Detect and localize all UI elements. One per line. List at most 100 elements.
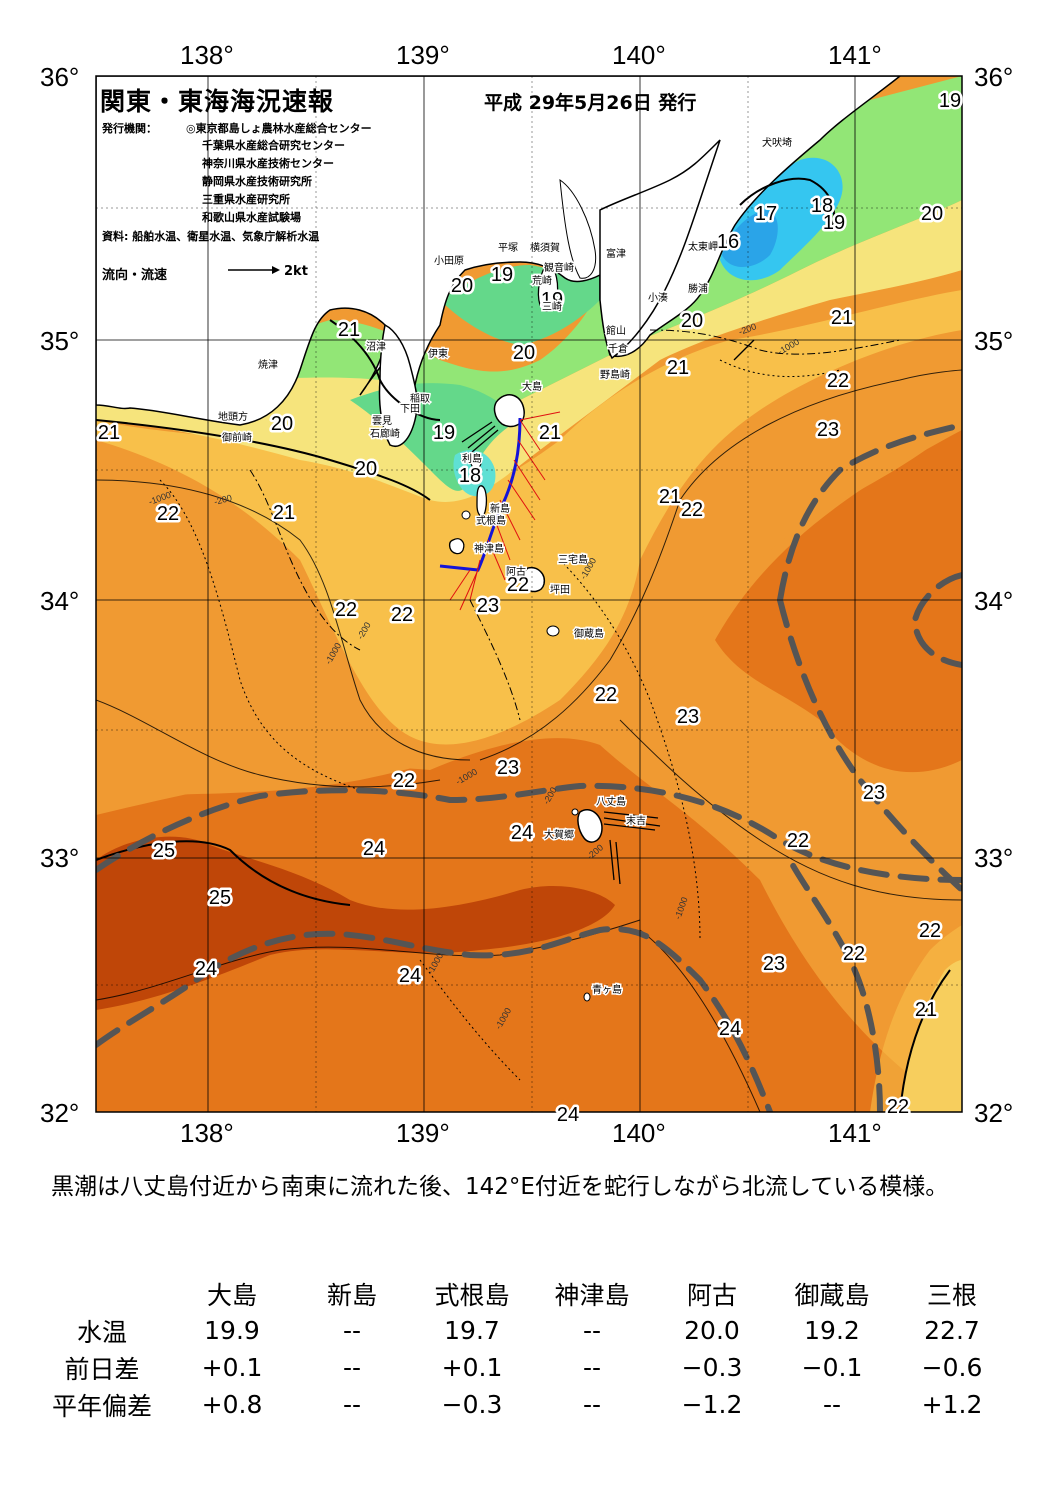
isotherm-label: 21	[667, 357, 689, 379]
place-label-tateyama: 館山	[606, 324, 626, 337]
table-cell: +0.8	[201, 1390, 263, 1419]
water-temperature-table: 大島 新島 式根島 神津島 阿古 御蔵島 三根 水温 19.9 -- 19.7 …	[32, 1275, 1012, 1423]
isotherm-label: 22	[335, 599, 357, 621]
isotherm-label: 24	[511, 822, 533, 844]
place-label-sueyoshi: 末吉	[626, 814, 646, 827]
table-cell: --	[822, 1390, 842, 1419]
isotherm-label: 20	[271, 413, 293, 435]
flow-scale-label: 2kt	[284, 264, 308, 279]
island-oshima	[493, 394, 525, 428]
place-label-numazu: 沼津	[366, 340, 386, 353]
summary-text: 黒潮は八丈島付近から南東に流れた後、142°E付近を蛇行しながら北流している模様…	[28, 1170, 1028, 1204]
isotherm-label: 21	[338, 319, 360, 341]
row-header: 平年偏差	[51, 1391, 152, 1421]
isotherm-label: 19	[823, 212, 845, 234]
lon-label-bottom: 140°	[612, 1118, 666, 1148]
column-header: 三根	[926, 1280, 977, 1310]
table-cell: 19.9	[204, 1316, 260, 1345]
island-miyakejima	[522, 566, 546, 593]
isotherm-label: 25	[209, 887, 231, 909]
lat-label-right: 36°	[974, 62, 1014, 92]
place-label-mikurajima: 御蔵島	[574, 627, 604, 640]
isotherm-label: 24	[195, 958, 217, 980]
lon-label-bottom: 141°	[828, 1118, 882, 1148]
isotherm-label: 21	[98, 422, 120, 444]
data-source: 資料: 船舶水温、衛星水温、気象庁解析水温	[102, 230, 320, 243]
lat-label-right: 35°	[974, 326, 1014, 356]
table-cell: --	[342, 1390, 362, 1419]
depth-label: -200	[213, 493, 233, 507]
island-hachijo-kojima	[571, 808, 579, 816]
place-label-hachijojima: 八丈島	[596, 795, 626, 808]
issuers-label: 発行機関：	[102, 122, 157, 135]
place-label-omaezaki: 御前崎	[222, 431, 252, 444]
column-header: 新島	[326, 1280, 377, 1310]
issuer: 千葉県水産総合研究センター	[202, 139, 345, 152]
table-row: 水温 19.9 -- 19.7 -- 20.0 19.2 22.7	[32, 1312, 1012, 1349]
table-cell: --	[582, 1353, 602, 1382]
place-label-toshima: 利島	[462, 452, 482, 465]
ship-track	[439, 417, 522, 572]
lat-label-left: 32°	[40, 1098, 80, 1128]
land-boso	[599, 139, 721, 360]
lat-label-left: 36°	[40, 62, 80, 92]
lat-label-left: 34°	[40, 586, 80, 616]
table-cell: 19.2	[804, 1316, 860, 1345]
isotherm-label: 23	[763, 953, 785, 975]
isotherm-label: 22	[843, 943, 865, 965]
isotherms	[96, 177, 951, 1112]
isotherm-label: 23	[817, 419, 839, 441]
place-label-odawara: 小田原	[434, 255, 464, 267]
table-cell: --	[342, 1316, 362, 1345]
isotherm-label: 20	[355, 458, 377, 480]
land-izu	[378, 323, 418, 447]
lon-label-top: 141°	[828, 40, 882, 70]
row-header: 前日差	[64, 1354, 140, 1384]
isotherm-label: 22	[507, 574, 529, 596]
place-label-kozushima: 神津島	[474, 542, 504, 555]
lon-label-top: 139°	[396, 40, 450, 70]
lon-label-bottom: 139°	[396, 1118, 450, 1148]
table-cell: −0.6	[921, 1353, 983, 1382]
row-header: 水温	[76, 1317, 127, 1347]
table-cell: −0.3	[681, 1353, 743, 1382]
table-cell: --	[342, 1353, 362, 1382]
place-label-tomitsu: 富津	[606, 247, 626, 260]
column-header: 大島	[206, 1280, 257, 1310]
table-cell: --	[582, 1316, 602, 1345]
isotherm-label: 19	[491, 264, 513, 286]
isotherm-label: 21	[831, 307, 853, 329]
zone-22	[96, 290, 962, 745]
table-cell: +0.1	[441, 1353, 503, 1382]
table-cell: −1.2	[681, 1390, 743, 1419]
place-label-okago: 大賀郷	[544, 828, 574, 841]
isotherm-label: 22	[887, 1096, 909, 1118]
map-title: 関東・東海海況速報	[100, 87, 335, 116]
isotherm-label: 19	[541, 289, 563, 311]
island-aogashima	[583, 992, 591, 1002]
isotherm-label: 22	[919, 920, 941, 942]
island-shikinejima	[461, 510, 471, 520]
table-cell: −0.1	[801, 1353, 863, 1382]
lon-label-top: 138°	[180, 40, 234, 70]
depth-1000	[159, 359, 841, 1081]
place-label-yokosuka: 横須賀	[530, 241, 560, 254]
zone-24-east	[715, 430, 962, 773]
place-label-ako: 阿古	[506, 565, 526, 578]
zone-18	[453, 450, 496, 497]
place-label-nojimazaki: 野島崎	[600, 368, 630, 381]
graticule	[96, 76, 962, 1112]
column-header: 神津島	[554, 1280, 630, 1310]
column-header: 阿古	[686, 1280, 737, 1310]
issuer: 三重県水産研究所	[202, 193, 290, 206]
place-label-aogashima: 青ヶ島	[592, 983, 622, 996]
issue-date: 平成 29年5月26日 発行	[484, 92, 697, 114]
lat-label-right: 34°	[974, 586, 1014, 616]
isotherm-label: 22	[391, 604, 413, 626]
place-label-oshima: 大島	[522, 380, 542, 393]
table-cell: −0.3	[441, 1390, 503, 1419]
isotherm-label: 24	[399, 965, 421, 987]
isotherm-label: 16	[717, 231, 739, 253]
isotherm-label: 21	[659, 486, 681, 508]
place-label-niijima: 新島	[490, 502, 510, 515]
